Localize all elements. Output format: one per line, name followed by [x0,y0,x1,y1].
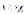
Bar [15,5,18,6]
Bar [15,6,18,7]
Bar [7,4,10,5]
Bar [7,5,10,10]
Bar [7,2,10,4]
Bar [19,4,22,6]
Bar [19,2,22,3]
Bar [3,2,6,5]
Bar [11,1,14,3]
Bar [15,7,18,10]
Bar [19,3,22,4]
Bar [15,2,18,5]
Bar [3,5,6,10]
Bar [11,3,14,4]
Bar [11,10,14,11]
Bar [11,4,14,10]
Bar [19,6,22,10]
